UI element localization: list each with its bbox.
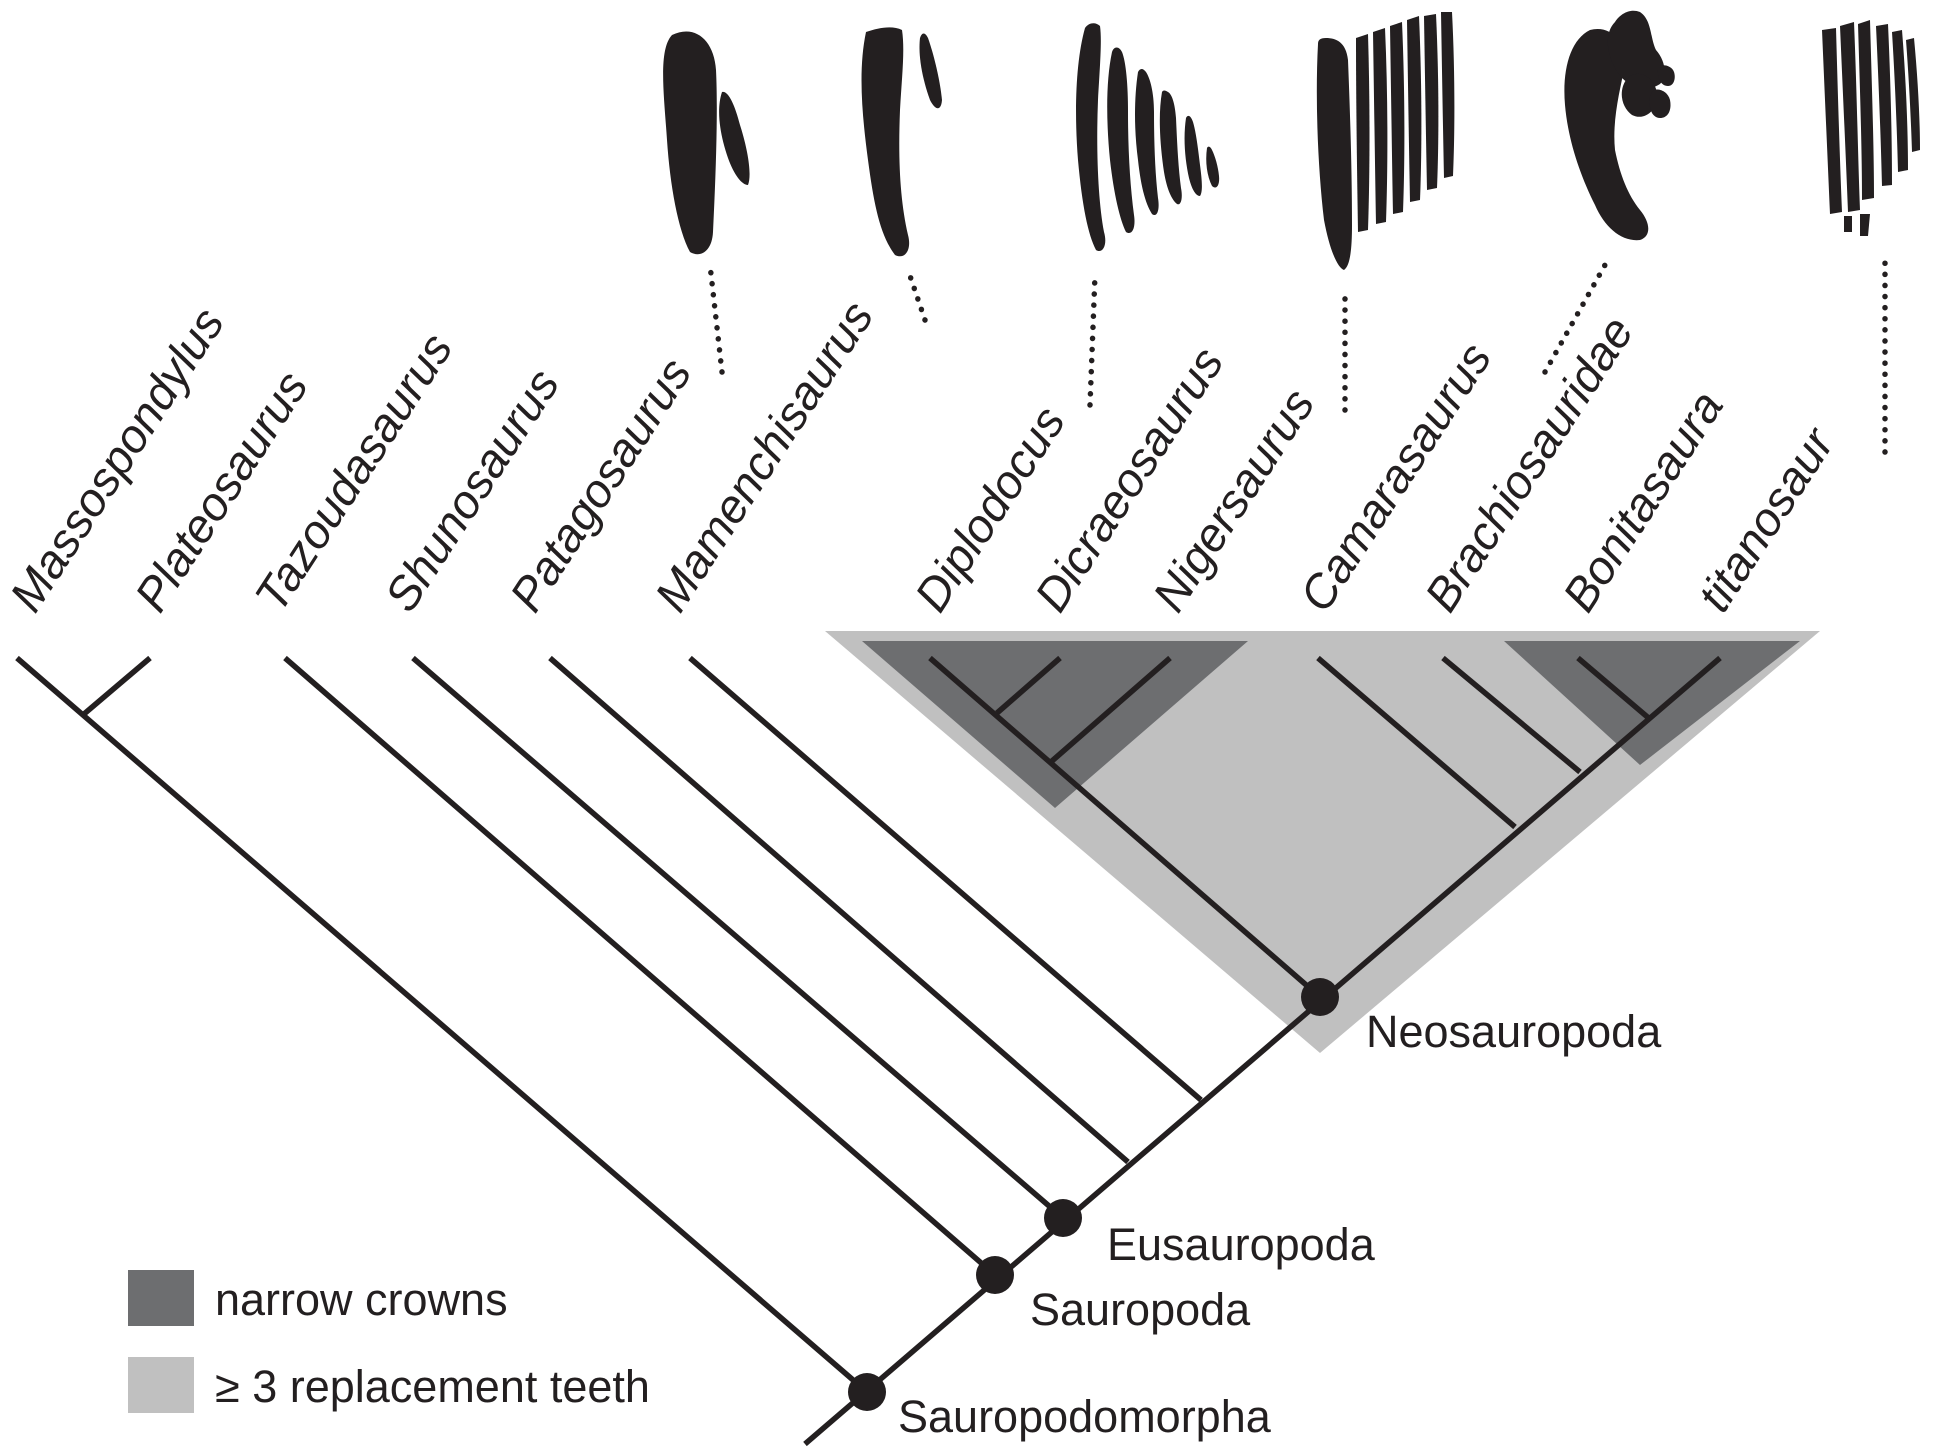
- connector-diplodocus: [1087, 272, 1098, 408]
- legend-swatch-narrow-crowns: [128, 1270, 194, 1326]
- branch-patagosaurus: [548, 655, 1130, 1165]
- branch-tazoudasaurus: [283, 655, 997, 1278]
- branch-massospondylus: [15, 655, 869, 1395]
- legend-label-replacement-teeth: ≥ 3 replacement teeth: [215, 1361, 650, 1412]
- clade-label-neosauropoda: Neosauropoda: [1366, 1006, 1662, 1057]
- branch-nigersaurus: [1050, 655, 1172, 764]
- clade-label-eusauropoda: Eusauropoda: [1107, 1219, 1376, 1270]
- branch-bonitasaura: [1576, 655, 1653, 723]
- legend-swatch-replacement-teeth: [128, 1357, 194, 1413]
- node-eusauropoda: [1044, 1199, 1082, 1237]
- main-spine: [803, 655, 1722, 1447]
- narrow-crowns-region-titanosaurs: [1504, 641, 1800, 765]
- branch-plateosaurus: [82, 655, 152, 717]
- connector-camarasaurus: [1542, 262, 1608, 375]
- branch-brachiosauridae: [1441, 655, 1582, 775]
- titanosaur-tooth-icon: [1822, 20, 1920, 236]
- branch-shunosaurus: [411, 655, 1065, 1221]
- branch-dicraeosaurus: [995, 655, 1062, 716]
- connector-patagosaurus: [707, 262, 725, 375]
- nigersaurus-tooth-icon: [1316, 12, 1455, 270]
- tooth-connectors: [707, 255, 1888, 455]
- node-sauropoda: [976, 1256, 1014, 1294]
- diplodocus-tooth-icon: [1076, 23, 1220, 252]
- taxon-label-titanosaur: titanosaur: [1687, 417, 1845, 621]
- branch-diplodocoid-stem: [928, 655, 1322, 1000]
- connector-mamenchisaurus: [905, 267, 928, 323]
- node-neosauropoda: [1301, 978, 1339, 1016]
- branch-mamenchisaurus: [688, 655, 1203, 1103]
- node-sauropodomorpha: [848, 1373, 886, 1411]
- taxon-label-mamenchisaurus: Mamenchisaurus: [644, 291, 883, 620]
- tree-branches: [15, 655, 1722, 1447]
- legend: narrow crowns ≥ 3 replacement teeth: [128, 1270, 650, 1413]
- mamenchisaurus-tooth-icon: [861, 27, 942, 257]
- camarasaurus-tooth-icon: [1564, 10, 1675, 241]
- branch-camarasaurus: [1316, 655, 1517, 830]
- clade-label-sauropoda: Sauropoda: [1030, 1284, 1251, 1335]
- legend-label-narrow-crowns: narrow crowns: [215, 1274, 508, 1325]
- patagosaurus-tooth-icon: [663, 31, 750, 255]
- clade-label-sauropodomorpha: Sauropodomorpha: [898, 1391, 1272, 1442]
